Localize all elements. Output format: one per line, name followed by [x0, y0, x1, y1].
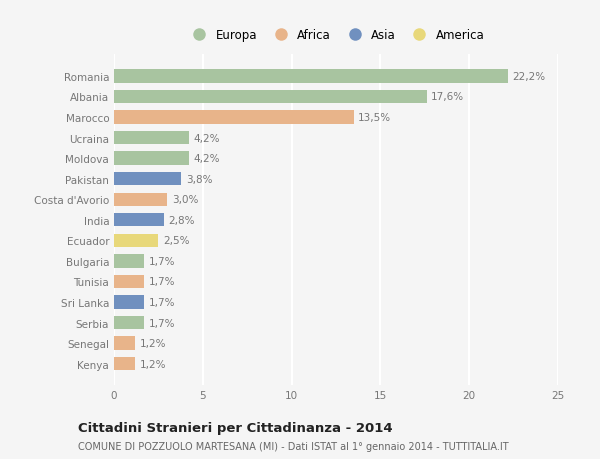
- Bar: [114, 357, 136, 370]
- Text: 1,7%: 1,7%: [149, 297, 175, 308]
- Text: 4,2%: 4,2%: [193, 154, 220, 164]
- Bar: [114, 296, 144, 309]
- Text: 1,7%: 1,7%: [149, 256, 175, 266]
- Text: 3,0%: 3,0%: [172, 195, 198, 205]
- Text: 2,8%: 2,8%: [168, 215, 194, 225]
- Bar: [114, 255, 144, 268]
- Bar: [114, 70, 508, 84]
- Text: 13,5%: 13,5%: [358, 113, 391, 123]
- Text: 1,2%: 1,2%: [140, 338, 166, 348]
- Text: 3,8%: 3,8%: [186, 174, 212, 185]
- Bar: [114, 213, 164, 227]
- Text: 2,5%: 2,5%: [163, 236, 190, 246]
- Bar: [114, 337, 136, 350]
- Text: 22,2%: 22,2%: [513, 72, 546, 82]
- Text: Cittadini Stranieri per Cittadinanza - 2014: Cittadini Stranieri per Cittadinanza - 2…: [78, 421, 392, 434]
- Text: 1,7%: 1,7%: [149, 277, 175, 287]
- Bar: [114, 234, 158, 247]
- Text: 1,7%: 1,7%: [149, 318, 175, 328]
- Bar: [114, 275, 144, 289]
- Bar: [114, 152, 188, 165]
- Text: 17,6%: 17,6%: [431, 92, 464, 102]
- Text: 4,2%: 4,2%: [193, 133, 220, 143]
- Bar: [114, 193, 167, 207]
- Text: COMUNE DI POZZUOLO MARTESANA (MI) - Dati ISTAT al 1° gennaio 2014 - TUTTITALIA.I: COMUNE DI POZZUOLO MARTESANA (MI) - Dati…: [78, 441, 509, 451]
- Bar: [114, 132, 188, 145]
- Bar: [114, 90, 427, 104]
- Bar: [114, 111, 354, 124]
- Bar: [114, 173, 181, 186]
- Bar: [114, 316, 144, 330]
- Text: 1,2%: 1,2%: [140, 359, 166, 369]
- Legend: Europa, Africa, Asia, America: Europa, Africa, Asia, America: [182, 25, 490, 47]
